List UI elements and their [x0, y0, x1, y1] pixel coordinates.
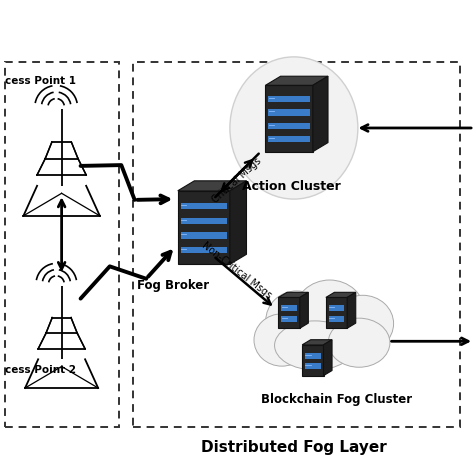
Text: cess Point 1: cess Point 1 [5, 75, 76, 86]
Bar [329, 305, 344, 311]
Ellipse shape [294, 280, 365, 346]
Polygon shape [279, 292, 309, 298]
Polygon shape [265, 76, 328, 85]
Bar [268, 123, 310, 129]
Text: cess Point 2: cess Point 2 [5, 365, 76, 375]
Text: Blockchain Fog Cluster: Blockchain Fog Cluster [261, 393, 412, 406]
Bar [181, 218, 227, 224]
Polygon shape [323, 340, 332, 375]
Bar [279, 298, 300, 328]
Bar [282, 316, 297, 322]
Bar [5, 62, 118, 427]
Bar [178, 191, 230, 264]
Text: Distributed Fog Layer: Distributed Fog Layer [201, 440, 387, 456]
Text: Critical Msgs: Critical Msgs [210, 155, 264, 205]
Text: Non-Critical Msgs: Non-Critical Msgs [201, 240, 273, 301]
Polygon shape [347, 292, 356, 328]
Ellipse shape [230, 57, 358, 199]
Bar [302, 345, 324, 375]
Bar [305, 363, 321, 369]
Ellipse shape [332, 295, 393, 352]
Bar [265, 85, 313, 152]
Bar [329, 316, 344, 322]
Ellipse shape [328, 318, 390, 367]
Polygon shape [178, 181, 246, 191]
Ellipse shape [254, 314, 310, 366]
Ellipse shape [274, 321, 356, 370]
Bar [282, 305, 297, 311]
Text: Fog Broker: Fog Broker [137, 279, 210, 292]
Bar [181, 233, 227, 239]
Text: Action Cluster: Action Cluster [242, 180, 340, 192]
Polygon shape [230, 181, 246, 264]
Polygon shape [313, 76, 328, 152]
Polygon shape [326, 292, 356, 298]
Bar [133, 62, 460, 427]
Ellipse shape [266, 291, 328, 351]
Polygon shape [300, 292, 309, 328]
Bar [326, 298, 347, 328]
Bar [181, 247, 227, 253]
Bar [268, 109, 310, 116]
Bar [268, 96, 310, 102]
Bar [268, 136, 310, 142]
Bar [181, 203, 227, 210]
Bar [305, 353, 321, 359]
Polygon shape [302, 340, 332, 345]
